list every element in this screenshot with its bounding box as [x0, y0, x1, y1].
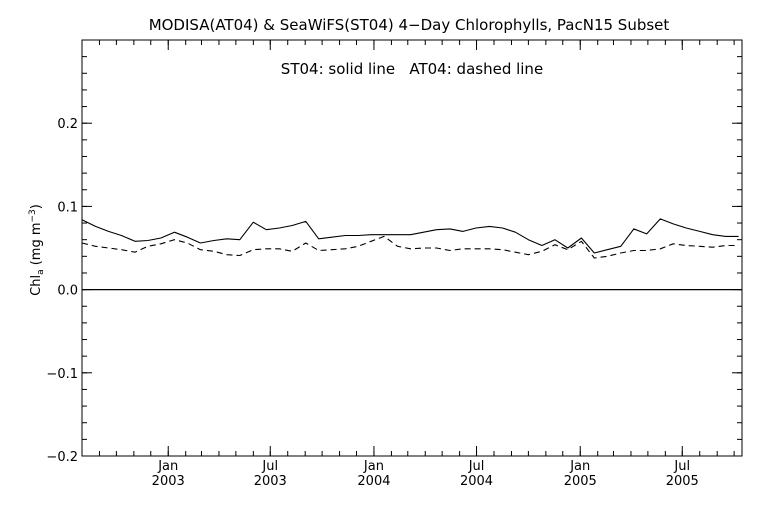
- y-tick-label: 0.1: [57, 200, 78, 215]
- chart-title: MODISA(AT04) & SeaWiFS(ST04) 4−Day Chlor…: [149, 16, 670, 34]
- legend-annotation: ST04: solid line AT04: dashed line: [281, 60, 543, 78]
- series-line-at04: [81, 235, 739, 259]
- y-axis-label-superscript: −3: [28, 209, 38, 222]
- y-axis-label-units: (mg m: [29, 222, 44, 269]
- x-tick-year-label: 2005: [564, 474, 597, 489]
- series-line-st04: [81, 218, 739, 254]
- y-tick-label: −0.2: [46, 450, 78, 465]
- x-tick-year-label: 2004: [357, 474, 390, 489]
- y-axis-label-subscript: a: [36, 269, 46, 275]
- y-axis-label-main: Chl: [29, 275, 44, 296]
- x-tick-year-label: 2003: [152, 474, 185, 489]
- y-tick-label: 0.0: [57, 284, 78, 299]
- x-tick-month-label: Jan: [157, 459, 178, 474]
- x-tick-month-label: Jul: [261, 459, 278, 474]
- x-tick-month-label: Jan: [363, 459, 384, 474]
- x-tick-year-label: 2005: [666, 474, 699, 489]
- y-tick-label: 0.2: [57, 117, 78, 132]
- x-tick-month-label: Jan: [569, 459, 590, 474]
- y-axis-label: Chla (mg m−3): [28, 204, 46, 296]
- x-tick-month-label: Jul: [673, 459, 690, 474]
- plot-frame: [81, 39, 743, 457]
- y-axis-label-end: ): [29, 204, 44, 209]
- x-tick-year-label: 2004: [460, 474, 493, 489]
- x-tick-month-label: Jul: [468, 459, 485, 474]
- y-tick-label: −0.1: [46, 367, 78, 382]
- plot-area: −0.2−0.10.00.10.2Jan2003Jul2003Jan2004Ju…: [46, 39, 743, 489]
- x-tick-year-label: 2003: [254, 474, 287, 489]
